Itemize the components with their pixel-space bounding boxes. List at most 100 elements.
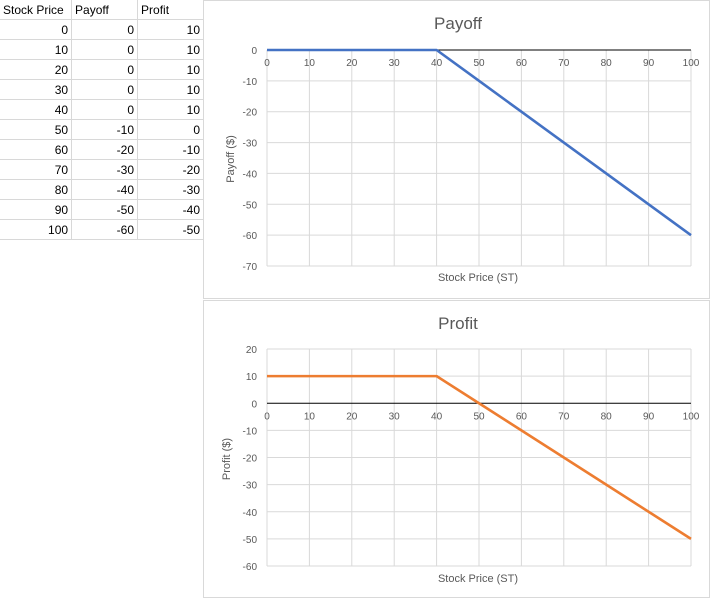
cell-stock-price[interactable]: 80 [0, 179, 73, 200]
x-tick-label: 30 [389, 411, 401, 422]
y-tick-label: -40 [243, 169, 258, 180]
cell-profit[interactable]: 10 [137, 79, 204, 100]
cell-payoff[interactable]: 0 [71, 59, 139, 80]
cell-payoff[interactable]: -20 [71, 139, 139, 160]
x-tick-label: 100 [683, 58, 700, 69]
y-tick-label: 20 [246, 345, 258, 356]
cell-payoff[interactable]: -40 [71, 179, 139, 200]
table-row: 40 0 10 [0, 99, 204, 120]
cell-profit[interactable]: -20 [137, 159, 204, 180]
x-tick-label: 70 [558, 411, 570, 422]
table-header-row: Stock Price Payoff Profit [0, 0, 204, 20]
cell-profit[interactable]: 10 [137, 59, 204, 80]
cell-payoff[interactable]: 0 [71, 39, 139, 60]
y-tick-label: -60 [243, 231, 258, 242]
y-tick-label: -20 [243, 108, 258, 119]
y-tick-label: 0 [251, 46, 257, 57]
chart-title: Payoff [434, 14, 482, 33]
x-tick-label: 20 [346, 411, 358, 422]
x-tick-label: 50 [473, 411, 485, 422]
table-row: 70 -30 -20 [0, 159, 204, 180]
x-tick-label: 70 [558, 58, 570, 69]
cell-stock-price[interactable]: 10 [0, 39, 73, 60]
cell-profit[interactable]: -30 [137, 179, 204, 200]
y-axis-label: Payoff ($) [225, 135, 237, 183]
cell-payoff[interactable]: -60 [71, 219, 139, 240]
y-tick-label: -10 [243, 426, 258, 437]
x-tick-label: 80 [601, 411, 613, 422]
series-line [267, 48, 692, 237]
y-tick-label: -40 [243, 508, 258, 519]
cell-stock-price[interactable]: 0 [0, 19, 73, 40]
cell-payoff[interactable]: 0 [71, 79, 139, 100]
cell-profit[interactable]: 10 [137, 39, 204, 60]
cell-payoff[interactable]: 0 [71, 99, 139, 120]
y-tick-label: 0 [251, 399, 257, 410]
cell-profit[interactable]: 10 [137, 99, 204, 120]
payoff-chart-svg: Payoff Payoff ($) Stock Price (ST) 0 -10 -… [225, 14, 700, 284]
table-row: 10 0 10 [0, 39, 204, 60]
x-tick-label: 80 [601, 58, 613, 69]
y-tick-label: -20 [243, 454, 258, 465]
y-tick-label: -50 [243, 200, 258, 211]
cell-payoff[interactable]: -50 [71, 199, 139, 220]
payoff-chart[interactable]: Payoff Payoff ($) Stock Price (ST) 0 -10 -… [203, 0, 710, 299]
table-row: 90 -50 -40 [0, 199, 204, 220]
x-tick-label: 40 [431, 58, 443, 69]
x-tick-label: 30 [389, 58, 401, 69]
table-row: 60 -20 -10 [0, 139, 204, 160]
y-tick-label: -10 [243, 77, 258, 88]
x-tick-label: 40 [431, 411, 443, 422]
table-row: 20 0 10 [0, 59, 204, 80]
cell-stock-price[interactable]: 100 [0, 219, 73, 240]
table-row: 30 0 10 [0, 79, 204, 100]
column-header-stock-price[interactable]: Stock Price [0, 0, 73, 20]
cell-stock-price[interactable]: 30 [0, 79, 73, 100]
y-tick-label: -60 [243, 562, 258, 573]
y-tick-label: -50 [243, 535, 258, 546]
profit-chart[interactable]: Profit Profit ($) Stock Price (ST) 20 10 0… [203, 300, 710, 598]
cell-profit[interactable]: 0 [137, 119, 204, 140]
cell-payoff[interactable]: -10 [71, 119, 139, 140]
x-tick-label: 90 [643, 58, 655, 69]
series-line [267, 374, 692, 540]
x-tick-label: 50 [473, 58, 485, 69]
cell-stock-price[interactable]: 50 [0, 119, 73, 140]
table-row: 100 -60 -50 [0, 219, 204, 240]
table-row: 80 -40 -30 [0, 179, 204, 200]
x-tick-label: 20 [346, 58, 358, 69]
cell-payoff[interactable]: -30 [71, 159, 139, 180]
cell-profit[interactable]: -10 [137, 139, 204, 160]
table-row: 0 0 10 [0, 19, 204, 40]
y-tick-label: -30 [243, 481, 258, 492]
profit-chart-svg: Profit Profit ($) Stock Price (ST) 20 10 0… [221, 314, 700, 585]
table-row: 50 -10 0 [0, 119, 204, 140]
table-body: 0 0 10 10 0 10 20 0 10 30 0 10 40 0 10 50 -10 0 60 -20 -10 70… [0, 19, 204, 240]
x-tick-label: 10 [304, 58, 316, 69]
chart-title: Profit [438, 314, 478, 333]
column-header-payoff[interactable]: Payoff [71, 0, 139, 20]
cell-profit[interactable]: -40 [137, 199, 204, 220]
x-tick-label: 10 [304, 411, 316, 422]
x-tick-label: 0 [264, 411, 270, 422]
y-tick-label: -70 [243, 262, 258, 273]
cell-stock-price[interactable]: 60 [0, 139, 73, 160]
x-tick-label: 60 [516, 58, 528, 69]
x-tick-label: 90 [643, 411, 655, 422]
x-tick-label: 0 [264, 58, 270, 69]
x-tick-label: 60 [516, 411, 528, 422]
x-axis-label: Stock Price (ST) [438, 272, 518, 284]
y-tick-label: 10 [246, 372, 258, 383]
column-header-profit[interactable]: Profit [137, 0, 204, 20]
cell-stock-price[interactable]: 70 [0, 159, 73, 180]
x-axis-label: Stock Price (ST) [438, 573, 518, 585]
data-table: Stock Price Payoff Profit 0 0 10 10 0 10 20 0 10… [0, 0, 204, 240]
y-tick-label: -30 [243, 139, 258, 150]
cell-stock-price[interactable]: 20 [0, 59, 73, 80]
cell-profit[interactable]: -50 [137, 219, 204, 240]
cell-profit[interactable]: 10 [137, 19, 204, 40]
cell-stock-price[interactable]: 90 [0, 199, 73, 220]
y-axis-label: Profit ($) [221, 438, 233, 480]
cell-stock-price[interactable]: 40 [0, 99, 73, 120]
cell-payoff[interactable]: 0 [71, 19, 139, 40]
